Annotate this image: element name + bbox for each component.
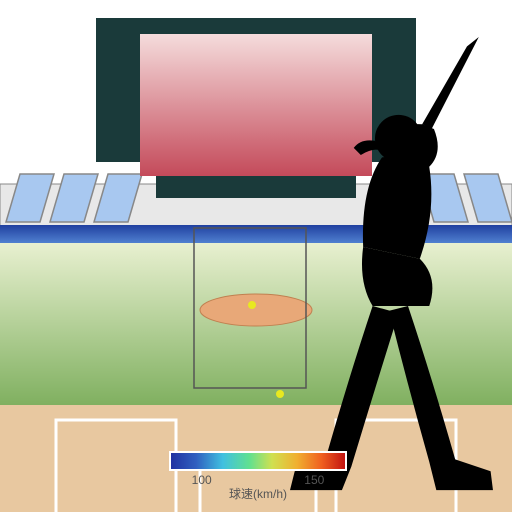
svg-text:150: 150 xyxy=(304,473,324,487)
svg-text:100: 100 xyxy=(192,473,212,487)
scoreboard xyxy=(96,18,416,198)
pitch-marker xyxy=(248,301,256,309)
legend-gradient-bar xyxy=(170,452,346,470)
scoreboard-screen xyxy=(140,34,372,176)
legend-axis-label: 球速(km/h) xyxy=(229,487,287,501)
pitch-marker xyxy=(276,390,284,398)
pitchers-mound xyxy=(200,294,312,326)
